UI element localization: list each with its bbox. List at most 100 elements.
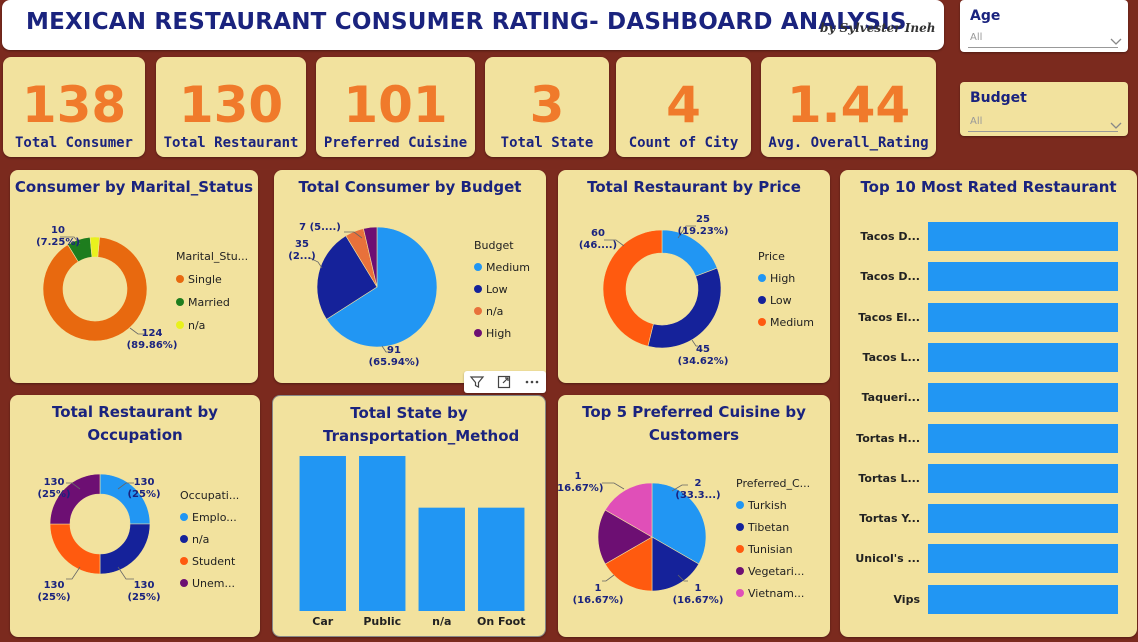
legend-marker <box>736 589 744 597</box>
hbar[interactable] <box>928 302 1118 332</box>
kpi-label: Total Consumer <box>14 135 133 151</box>
pie-slice-student[interactable] <box>49 523 101 575</box>
legend-marker <box>180 535 188 543</box>
legend-marker <box>176 321 184 329</box>
leader-line <box>602 574 615 582</box>
leader-line <box>309 257 323 269</box>
pie-slice-vegetari[interactable] <box>597 509 653 565</box>
transport-chart-card[interactable]: Total State by Transportation_Method Car… <box>272 395 546 637</box>
marital-status-chart-card[interactable]: Consumer by Marital_Status Marital_Stu..… <box>10 170 258 383</box>
bar-n-a[interactable] <box>418 507 465 611</box>
hbar[interactable] <box>928 423 1118 453</box>
leader-line <box>602 482 625 490</box>
legend-marker <box>474 285 482 293</box>
cuisine-pie-chart[interactable]: Preferred_C... Turkish Tibetan Tunisian Vege… <box>558 395 830 637</box>
cuisine-chart-card[interactable]: Top 5 Preferred Cuisine by Customers Pre… <box>558 395 830 637</box>
pie-slice-single[interactable] <box>42 236 148 342</box>
data-label: (19.23%) <box>678 226 729 237</box>
filter-icon[interactable] <box>469 374 485 390</box>
leader-line <box>677 574 688 582</box>
budget-pie-chart[interactable]: Budget Medium Low n/a High 7 (5....) 35(2...) 9… <box>274 170 546 383</box>
data-label: 91 <box>387 345 401 356</box>
pie-slice-low[interactable] <box>316 235 378 320</box>
pie-slice-medium[interactable] <box>326 226 438 348</box>
focus-mode-icon[interactable] <box>496 374 512 390</box>
pie-slice-high[interactable] <box>363 226 378 288</box>
hbar[interactable] <box>928 262 1118 292</box>
bar-car[interactable] <box>299 456 346 611</box>
legend-item: Emplo... <box>192 511 237 524</box>
y-tick-label: Tacos L... <box>862 350 920 364</box>
legend-marker <box>736 567 744 575</box>
pie-slice-n-a[interactable] <box>89 236 100 258</box>
more-options-icon[interactable] <box>523 374 541 390</box>
leader-line <box>66 482 81 490</box>
x-tick-label: Public <box>363 615 401 628</box>
data-label: (16.67%) <box>558 483 603 494</box>
pie-slice-tibetan[interactable] <box>651 536 700 592</box>
kpi-total-state: 3 Total State <box>485 57 609 157</box>
pie-slice-n-a[interactable] <box>99 523 151 575</box>
transport-bar-chart[interactable]: Car Public n/a On Foot <box>273 396 546 637</box>
hbar[interactable] <box>928 584 1118 614</box>
pie-slice-low[interactable] <box>647 267 722 349</box>
kpi-label: Avg. Overall_Rating <box>768 135 929 151</box>
age-dropdown[interactable]: All <box>968 32 1118 48</box>
top10-restaurant-chart-card[interactable]: Top 10 Most Rated Restaurant Tacos D... T… <box>840 170 1137 637</box>
hbar[interactable] <box>928 383 1118 413</box>
pie-slice-vietnam[interactable] <box>604 482 653 538</box>
chevron-down-icon[interactable] <box>1110 122 1122 130</box>
chart-title: Consumer by Marital_Status <box>14 178 254 196</box>
hbar[interactable] <box>928 342 1118 372</box>
pie-slice-unem[interactable] <box>49 473 101 525</box>
hbar[interactable] <box>928 222 1118 251</box>
data-label: (33.3...) <box>675 490 720 501</box>
pie-slice-tunisian[interactable] <box>604 536 653 592</box>
kpi-label: Total Restaurant <box>163 135 299 151</box>
data-label: 130 <box>134 477 155 488</box>
dashboard-title: MEXICAN RESTAURANT CONSUMER RATING- DASH… <box>26 9 907 35</box>
legend-item: Medium <box>486 261 530 274</box>
chevron-down-icon[interactable] <box>1110 38 1122 46</box>
chart-title: Top 5 Preferred Cuisine by Customers <box>582 403 806 444</box>
occupation-donut-chart[interactable]: Occupati...Emplo...n/aStudentUnem...130(… <box>10 395 260 637</box>
legend-item: Tibetan <box>747 521 789 534</box>
kpi-value: 101 <box>343 76 448 134</box>
pie-slice-turkish[interactable] <box>651 482 707 565</box>
budget-dropdown[interactable]: All <box>968 116 1118 132</box>
data-label: (2...) <box>288 251 316 262</box>
legend-marker <box>758 318 766 326</box>
leader-line <box>60 236 81 245</box>
data-label: 1 <box>695 583 702 594</box>
budget-slicer[interactable]: Budget All <box>960 82 1128 136</box>
top10-bar-area[interactable]: Tacos D... Tacos D... Tacos El... Tacos L..… <box>840 170 1137 637</box>
hbar[interactable] <box>928 544 1118 574</box>
legend-item: n/a <box>486 305 503 318</box>
data-label: 2 <box>695 478 702 489</box>
y-tick-label: Tacos D... <box>860 230 920 243</box>
hbar[interactable] <box>928 504 1118 534</box>
age-slicer[interactable]: Age All <box>960 0 1128 52</box>
pie-slice-medium[interactable] <box>602 229 663 347</box>
data-label: 1 <box>575 471 582 482</box>
bar-on-foot[interactable] <box>478 507 525 611</box>
kpi-label: Total State <box>500 135 594 151</box>
legend-title: Preferred_C... <box>736 477 810 490</box>
bar-public[interactable] <box>359 456 406 611</box>
legend-item: Medium <box>770 316 814 329</box>
legend-item: n/a <box>188 319 205 332</box>
hbar[interactable] <box>928 463 1118 493</box>
leader-line <box>671 484 688 492</box>
budget-chart-card[interactable]: Total Consumer by Budget Budget Medium Low… <box>274 170 546 383</box>
legend-item: Vietnam... <box>748 587 804 600</box>
price-donut-chart[interactable]: Price High Low Medium 25(19.23%) 60(46....) 45… <box>558 170 830 383</box>
price-chart-card[interactable]: Total Restaurant by Price Price High Low Me… <box>558 170 830 383</box>
occupation-chart-card[interactable]: Total Restaurant by Occupation Occupati.… <box>10 395 260 637</box>
data-label: (25%) <box>127 489 160 500</box>
kpi-total-consumer: 138 Total Consumer <box>3 57 145 157</box>
y-tick-label: Tortas L... <box>858 471 920 485</box>
data-label: 1 <box>595 583 602 594</box>
kpi-avg-overall-rating: 1.44 Avg. Overall_Rating <box>761 57 936 157</box>
data-label: (65.94%) <box>369 357 420 368</box>
marital-status-donut-chart[interactable]: Marital_Stu... Single Married n/a 10(7.25%) 1… <box>10 170 258 383</box>
